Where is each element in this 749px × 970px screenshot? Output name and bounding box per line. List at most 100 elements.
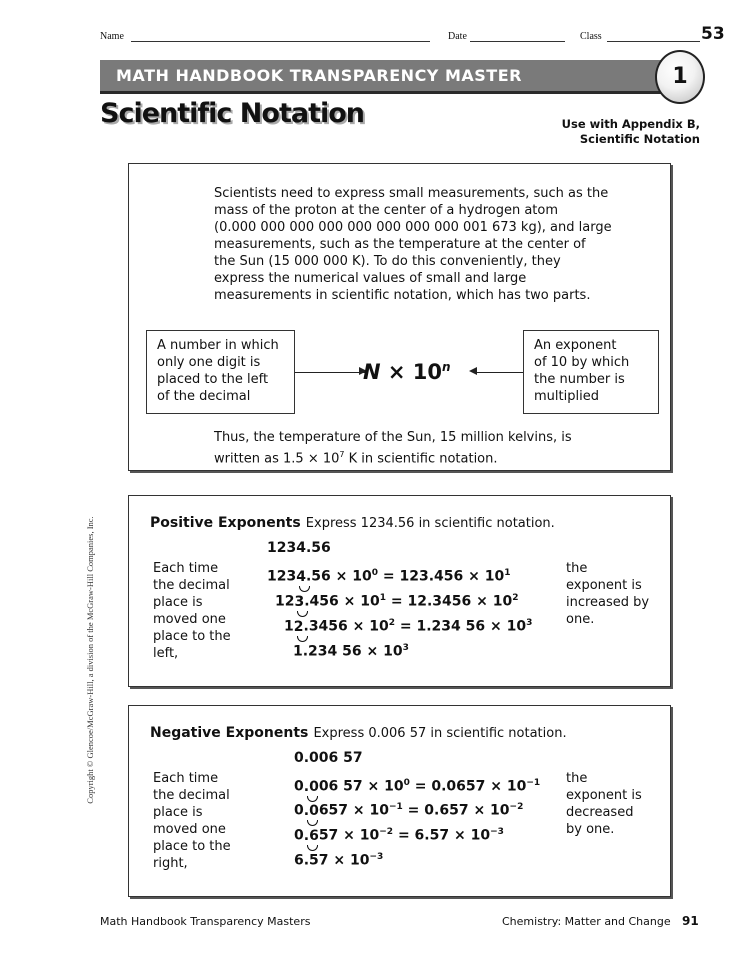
explanation-right: the exponent is decreased by one. bbox=[566, 770, 642, 838]
text-line: the decimal bbox=[153, 788, 230, 803]
equation-line: 1.234 56 × 103 bbox=[293, 643, 409, 660]
exponent-explanation-box: An exponent of 10 by which the number is mu… bbox=[523, 330, 659, 414]
explanation-left: Each time the decimal place is moved one pla… bbox=[153, 560, 231, 662]
sun-example-line: Thus, the temperature of the Sun, 15 mil… bbox=[214, 430, 572, 445]
text-line: one. bbox=[566, 612, 595, 627]
equation-text: 1234.56 bbox=[267, 540, 331, 556]
equation-line: 0.657 × 10−2 = 6.57 × 10−3 bbox=[294, 827, 504, 851]
text-line: increased by bbox=[566, 595, 650, 610]
text: written as 1.5 × 10 bbox=[214, 451, 340, 467]
exponent: −1 bbox=[389, 802, 403, 812]
intro-line: mass of the proton at the center of a hy… bbox=[214, 203, 559, 218]
class-label: Class bbox=[580, 31, 602, 42]
decimal-move-arc: .0 bbox=[303, 802, 319, 826]
negative-heading-row: Negative Exponents Express 0.006 57 in s… bbox=[150, 722, 567, 742]
intro-box: Scientists need to express small measure… bbox=[128, 163, 671, 471]
positive-heading-row: Positive Exponents Express 1234.56 in sc… bbox=[150, 512, 555, 532]
date-field[interactable] bbox=[470, 41, 565, 42]
equation-text: 6.57 × 10 bbox=[294, 852, 370, 869]
exponent: −2 bbox=[379, 827, 394, 837]
equation-line: 0.006 57 × 100 = 0.0657 × 10−1 bbox=[294, 778, 540, 802]
use-with-note: Use with Appendix B, Scientific Notation bbox=[562, 117, 700, 147]
equation-text: 0.006 57 bbox=[294, 750, 363, 766]
transparency-number-badge: 1 bbox=[655, 50, 705, 104]
equation-line: 1234.56 × 100 = 123.456 × 101 bbox=[267, 568, 511, 592]
decimal-move-arc: 3 bbox=[294, 593, 309, 617]
box-line: of 10 by which bbox=[534, 355, 630, 370]
text-line: decreased bbox=[566, 805, 634, 820]
equation-text: 57 × 10 bbox=[318, 827, 380, 844]
exponent: 0 bbox=[371, 568, 379, 578]
intro-line: (0.000 000 000 000 000 000 000 000 001 6… bbox=[214, 220, 612, 235]
section-heading: Positive Exponents bbox=[150, 515, 301, 531]
text-line: place to the bbox=[153, 839, 231, 854]
equation-text: .56 × 10 bbox=[305, 568, 372, 585]
equation-text: 1.234 56 × 10 bbox=[293, 643, 403, 660]
arrow-right-icon bbox=[295, 372, 365, 373]
text-line: place is bbox=[153, 805, 203, 820]
equation-text: = 12.3456 × 10 bbox=[386, 593, 513, 610]
decimal-move-arc: .6 bbox=[303, 827, 319, 851]
equation-text: 1 bbox=[284, 618, 294, 635]
equation-text: 0 bbox=[294, 778, 304, 795]
equation-text: 06 57 × 10 bbox=[318, 778, 404, 795]
section-heading: Negative Exponents bbox=[150, 725, 309, 741]
name-field[interactable] bbox=[131, 41, 430, 42]
explanation-right: the exponent is increased by one. bbox=[566, 560, 649, 628]
equation-text: 12 bbox=[275, 593, 295, 610]
use-with-line: Scientific Notation bbox=[579, 132, 700, 146]
footer-page-number: 91 bbox=[682, 914, 699, 928]
equation-text: 123 bbox=[267, 568, 297, 585]
equation-line: 123.456 × 101 = 12.3456 × 102 bbox=[275, 593, 519, 617]
footer-left: Math Handbook Transparency Masters bbox=[100, 915, 311, 928]
text-line: moved one bbox=[153, 612, 226, 627]
box-line: only one digit is bbox=[157, 355, 261, 370]
sun-example: Thus, the temperature of the Sun, 15 mil… bbox=[214, 429, 572, 467]
page-number: 53 bbox=[701, 24, 725, 44]
box-line: placed to the left bbox=[157, 372, 269, 387]
box-line: of the decimal bbox=[157, 389, 251, 404]
section-prompt: Express 0.006 57 in scientific notation. bbox=[313, 726, 567, 741]
equation-text: .456 × 10 bbox=[304, 593, 380, 610]
equation-text: = 0.657 × 10 bbox=[402, 802, 510, 819]
exponent: 2 bbox=[388, 618, 396, 628]
equation-text: = 0.0657 × 10 bbox=[409, 778, 527, 795]
positive-exponents-box: Positive Exponents Express 1234.56 in sc… bbox=[128, 495, 671, 687]
mantissa-explanation-box: A number in which only one digit is placed… bbox=[146, 330, 295, 414]
exponent: −3 bbox=[369, 852, 384, 862]
equation-text: = 6.57 × 10 bbox=[393, 827, 491, 844]
text-line: exponent is bbox=[566, 578, 642, 593]
exponent: 3 bbox=[526, 618, 533, 628]
decimal-move-arc: .0 bbox=[303, 778, 319, 802]
exponent: 3 bbox=[402, 643, 409, 653]
text-line: place to the bbox=[153, 629, 231, 644]
exponent: −3 bbox=[490, 827, 504, 837]
text-line: the bbox=[566, 771, 588, 786]
copyright-notice: Copyright © Glencoe/McGraw-Hill, a divis… bbox=[85, 516, 95, 804]
negative-exponents-box: Negative Exponents Express 0.006 57 in s… bbox=[128, 705, 671, 897]
equation-text: 657 × 10 bbox=[318, 802, 389, 819]
equation-line: 0.0657 × 10−1 = 0.657 × 10−2 bbox=[294, 802, 524, 826]
box-line: A number in which bbox=[157, 338, 279, 353]
equation-text: 0 bbox=[294, 802, 304, 819]
intro-line: Scientists need to express small measure… bbox=[214, 186, 609, 201]
exponent: 7 bbox=[339, 450, 345, 459]
equation-text: = 1.234 56 × 10 bbox=[395, 618, 527, 635]
decimal-move-arc: 2 bbox=[293, 618, 308, 642]
intro-text: Scientists need to express small measure… bbox=[214, 185, 612, 304]
exponent: 1 bbox=[504, 568, 511, 578]
exponent: 0 bbox=[403, 778, 410, 788]
class-field[interactable] bbox=[607, 41, 700, 42]
explanation-left: Each time the decimal place is moved one pla… bbox=[153, 770, 231, 872]
arrowhead-icon bbox=[359, 367, 367, 375]
intro-line: measurements in scientific notation, whi… bbox=[214, 288, 591, 303]
equation-line: 1234.56 bbox=[267, 540, 331, 556]
box-line: multiplied bbox=[534, 389, 599, 404]
intro-line: express the numerical values of small an… bbox=[214, 271, 527, 286]
equation-line: 6.57 × 10−3 bbox=[294, 852, 383, 869]
arrow-left-icon bbox=[475, 372, 523, 373]
exponent: −2 bbox=[509, 802, 524, 812]
equation-line: 12.3456 × 102 = 1.234 56 × 103 bbox=[284, 618, 533, 642]
text-line: by one. bbox=[566, 822, 615, 837]
